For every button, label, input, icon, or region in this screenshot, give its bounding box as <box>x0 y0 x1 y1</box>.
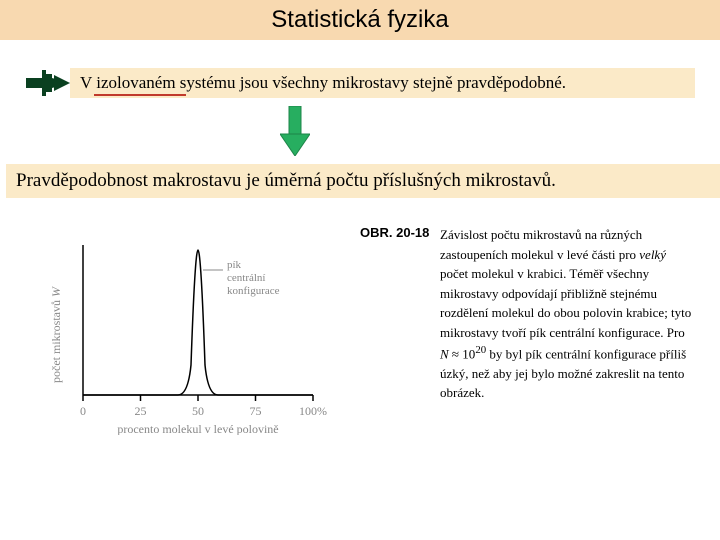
xtick-4: 100% <box>299 404 327 418</box>
xtick-0: 0 <box>80 404 86 418</box>
pointer-hand-icon <box>24 68 74 98</box>
caption-sup: 20 <box>475 344 486 356</box>
statement1-underlined: izolovaném <box>96 73 175 92</box>
statement1-post: systému jsou všechny mikrostavy stejně p… <box>176 73 566 92</box>
statement2-text: Pravděpodobnost makrostavu je úměrná poč… <box>16 170 556 192</box>
chart-ylabel: počet mikrostavů W <box>49 286 63 383</box>
caption-p1: Závislost počtu mikrostavů na různých za… <box>440 227 642 262</box>
chart-xlabel: procento molekul v levé polovině <box>117 422 278 435</box>
xtick-2: 50 <box>192 404 204 418</box>
xtick-3: 75 <box>250 404 262 418</box>
statement1-text: V izolovaném systému jsou všechny mikros… <box>80 73 566 93</box>
statement1-pre: V <box>80 73 96 92</box>
microstates-chart: počet mikrostavů W pík centrální konfigu… <box>48 235 328 435</box>
peak-label: pík centrální konfigurace <box>227 259 280 297</box>
figure-label: OBR. 20-18 <box>360 225 429 240</box>
caption-p2: počet molekul v krabici. Téměř všechny m… <box>440 266 691 340</box>
caption-italic2: N <box>440 346 449 361</box>
caption-italic1: velký <box>639 247 666 262</box>
title-bar: Statistická fyzika <box>0 0 720 40</box>
underline-decoration <box>94 94 186 96</box>
figure-caption: Závislost počtu mikrostavů na různých za… <box>440 225 695 403</box>
down-arrow-icon <box>280 106 310 156</box>
page-title: Statistická fyzika <box>271 6 448 34</box>
xtick-1: 25 <box>135 404 147 418</box>
caption-p3: ≈ 10 <box>449 346 476 361</box>
statement2-box: Pravděpodobnost makrostavu je úměrná poč… <box>6 164 720 198</box>
chart-curve <box>83 250 313 395</box>
